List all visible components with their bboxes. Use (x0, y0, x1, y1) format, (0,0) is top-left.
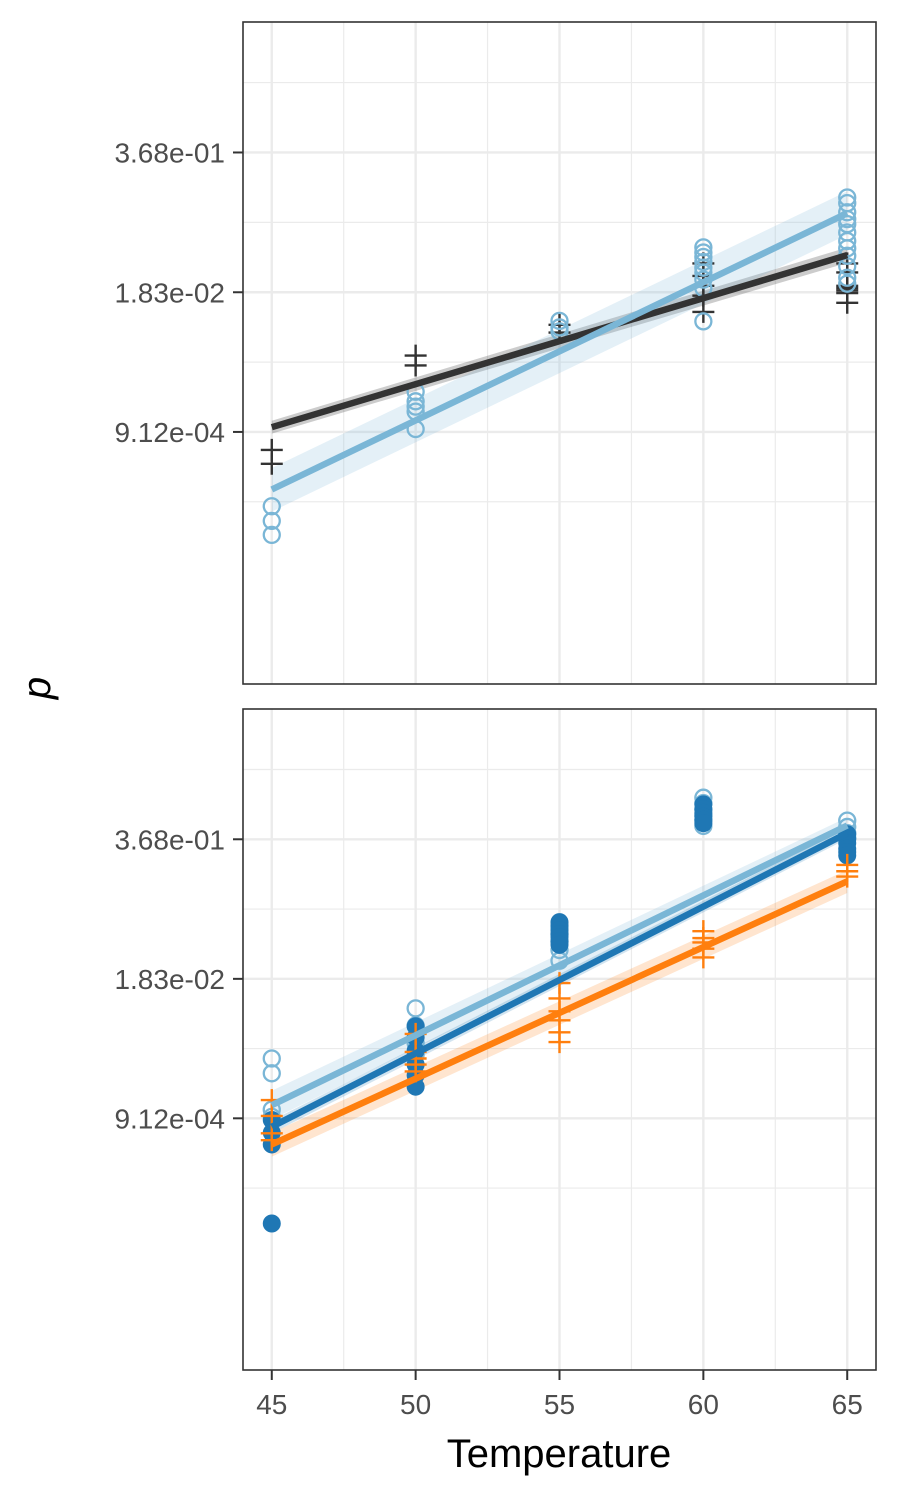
x-tick-label: 50 (400, 1389, 431, 1420)
data-point (262, 1049, 281, 1068)
data-point (838, 188, 857, 207)
data-point (260, 452, 283, 475)
plot-area (260, 788, 859, 1233)
data-point (262, 1064, 281, 1083)
y-tick-label: 3.68e-01 (114, 137, 225, 168)
top-panel: 3.68e-01 1.83e-02 9.12e-04 (114, 21, 877, 685)
data-point (836, 291, 859, 314)
data-point (838, 231, 857, 251)
data-point (404, 354, 427, 377)
x-tick-label: 55 (544, 1389, 575, 1420)
x-axis: 45 50 55 60 65 (256, 1370, 863, 1420)
x-tick-label: 65 (832, 1389, 863, 1420)
data-point (692, 300, 715, 323)
y-tick-label: 1.83e-02 (114, 964, 225, 995)
data-point (406, 392, 425, 411)
bottom-panel: 3.68e-01 1.83e-02 9.12e-04 (114, 708, 877, 1371)
fit-line (270, 830, 849, 1130)
data-point (694, 238, 713, 257)
fit-line (270, 252, 849, 431)
data-point (262, 525, 281, 545)
fit-line (270, 878, 849, 1148)
data-point (262, 511, 281, 531)
data-point (838, 203, 857, 222)
data-point (262, 497, 281, 516)
x-tick-label: 60 (688, 1389, 719, 1420)
data-point (406, 999, 425, 1018)
data-point (694, 312, 713, 331)
data-point (838, 274, 857, 293)
y-tick-label: 1.83e-02 (114, 277, 225, 308)
data-point (694, 258, 713, 277)
data-point (838, 268, 857, 287)
data-point (550, 311, 569, 331)
y-axis-title: p (15, 677, 59, 700)
data-point (262, 1214, 281, 1233)
data-point (406, 397, 425, 416)
x-tick-label: 45 (256, 1389, 287, 1420)
plot-area (260, 188, 859, 545)
fit-line (270, 822, 849, 1109)
panel-border (242, 21, 877, 685)
y-tick-label: 9.12e-04 (114, 1103, 225, 1134)
y-tick-label: 9.12e-04 (114, 417, 225, 448)
y-tick-label: 3.68e-01 (114, 824, 225, 855)
data-point (550, 935, 569, 954)
x-axis-title: Temperature (447, 1432, 672, 1476)
data-point (694, 252, 713, 272)
data-point (548, 1031, 571, 1054)
data-point (694, 814, 713, 833)
fit-line (270, 210, 849, 493)
